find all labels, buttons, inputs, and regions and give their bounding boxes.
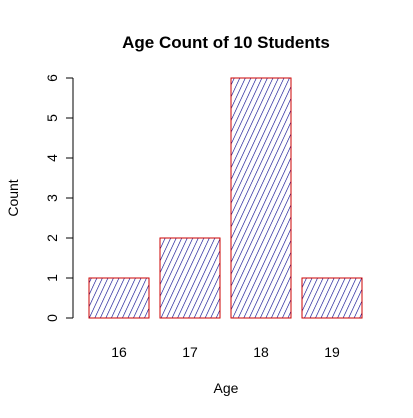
x-tick-label: 17 bbox=[182, 344, 198, 360]
y-tick-label: 4 bbox=[44, 154, 60, 162]
bar-18 bbox=[230, 77, 292, 319]
y-tick-label: 6 bbox=[44, 74, 60, 82]
bar-19 bbox=[301, 277, 363, 319]
y-tick-label: 3 bbox=[44, 194, 60, 202]
bar-17 bbox=[159, 237, 221, 319]
bars bbox=[88, 77, 363, 319]
x-tick-label: 19 bbox=[324, 344, 340, 360]
y-tick-label: 1 bbox=[44, 274, 60, 282]
y-axis-label: Count bbox=[5, 179, 21, 216]
y-tick-label: 5 bbox=[44, 114, 60, 122]
chart-title: Age Count of 10 Students bbox=[122, 33, 330, 52]
x-axis-label: Age bbox=[214, 380, 239, 396]
x-tick-label: 18 bbox=[253, 344, 269, 360]
y-tick-label: 0 bbox=[44, 314, 60, 322]
x-tick-label: 16 bbox=[111, 344, 127, 360]
y-axis: 0 1 2 3 4 5 6 bbox=[44, 74, 74, 322]
bar-16 bbox=[88, 277, 150, 319]
x-tick-labels: 16 17 18 19 bbox=[111, 344, 340, 360]
y-tick-label: 2 bbox=[44, 234, 60, 242]
